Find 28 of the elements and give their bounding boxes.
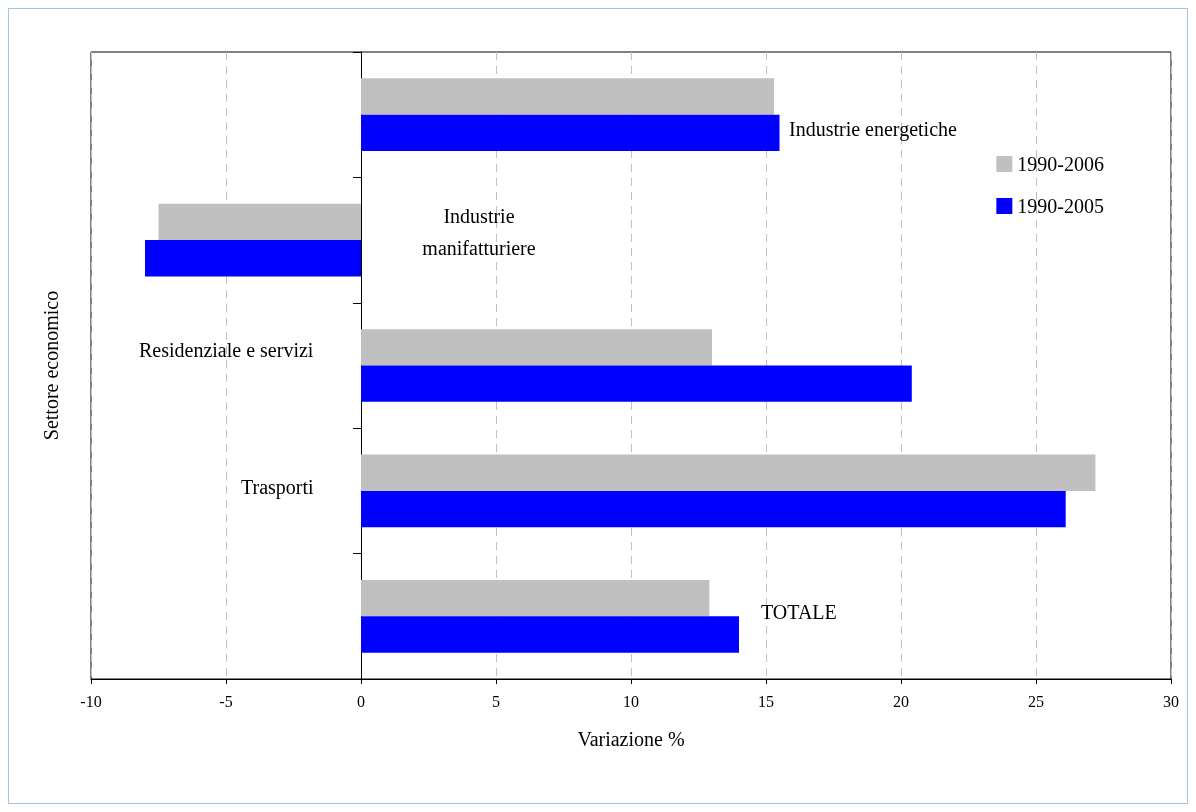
bar: [361, 114, 780, 152]
bar: [145, 240, 361, 277]
y-tick-label: Industrie manifatturiere: [422, 205, 536, 260]
y-tick-label: Residenziale e servizi: [139, 338, 314, 361]
x-tick-label: 0: [357, 692, 365, 710]
x-tick-label: 5: [492, 692, 500, 710]
x-tick-label: -5: [219, 692, 233, 710]
x-tick-label: -10: [80, 692, 102, 710]
x-tick-label: 15: [758, 692, 774, 710]
x-tick-label: 25: [1028, 692, 1044, 710]
x-tick-label: 20: [893, 692, 909, 710]
y-tick-label: Trasporti: [241, 475, 315, 499]
x-tick-label: 10: [623, 692, 639, 710]
bar: [361, 490, 1066, 528]
bar: [361, 78, 775, 115]
y-tick-label: TOTALE: [761, 601, 837, 624]
bar: [361, 616, 739, 653]
y-tick-label: Industrie energetiche: [789, 117, 958, 141]
bar: [361, 329, 712, 366]
legend-label: 1990-2006: [1017, 153, 1105, 175]
bar: [158, 203, 361, 241]
bar: [361, 579, 710, 617]
legend-label: 1990-2005: [1017, 195, 1105, 217]
bar: [361, 365, 912, 402]
y-axis-title: Settore economico: [40, 290, 62, 441]
x-tick-label: 30: [1163, 692, 1179, 710]
x-axis-title: Variazione %: [577, 728, 685, 750]
bar: [361, 454, 1096, 491]
